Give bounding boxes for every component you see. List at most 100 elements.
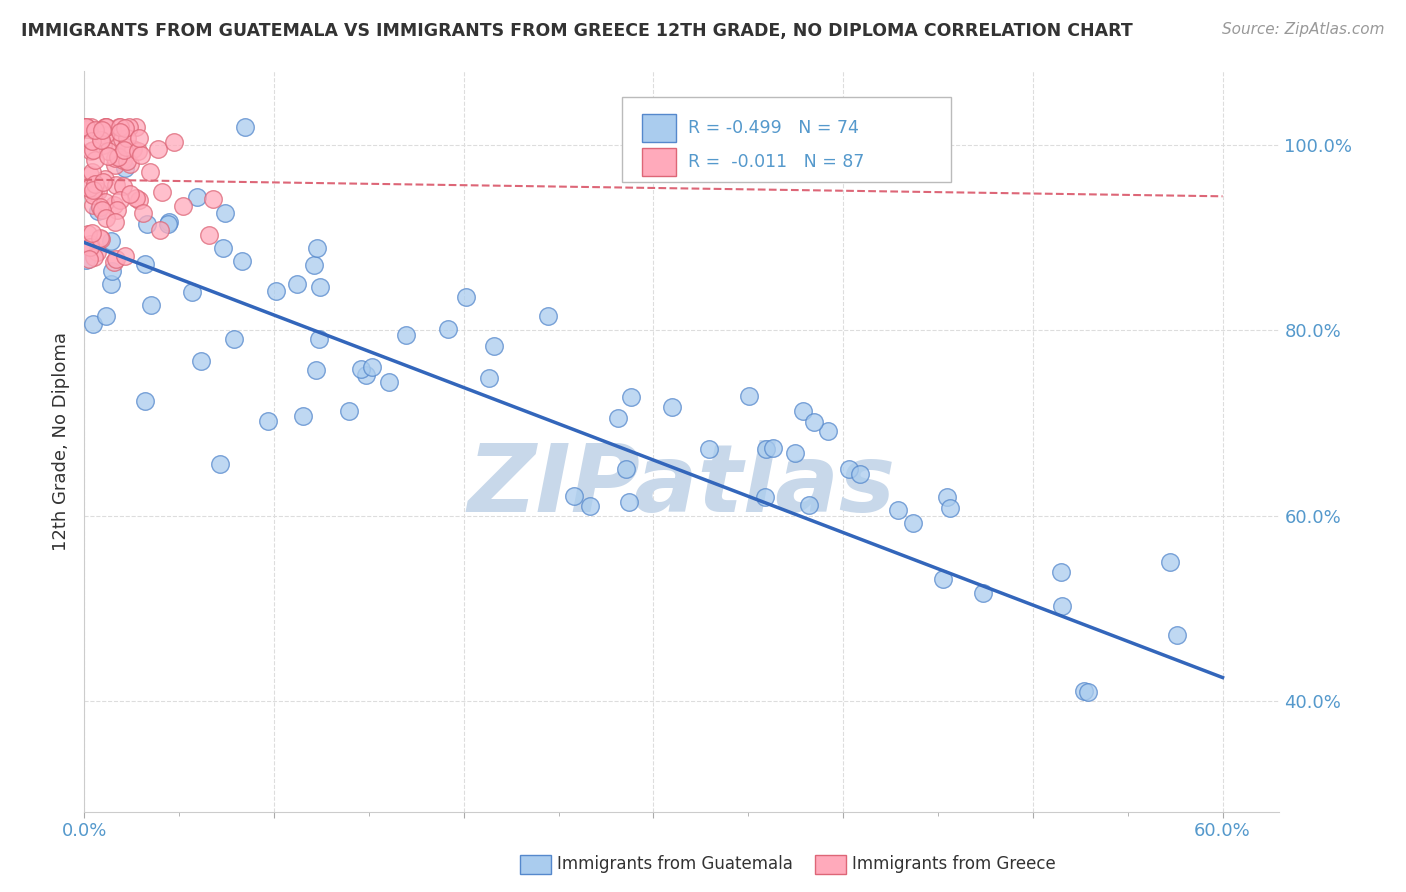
Bar — [643, 114, 676, 142]
Point — [131, 147, 153, 161]
Point — [87, 184, 110, 198]
Point — [97, 149, 120, 163]
Point — [849, 467, 872, 482]
Point — [75, 120, 97, 134]
Point — [817, 424, 839, 438]
Point — [84, 177, 107, 191]
Point — [136, 217, 159, 231]
Point — [100, 234, 122, 248]
Text: R =  -0.011   N = 87: R = -0.011 N = 87 — [688, 153, 865, 170]
Point — [214, 206, 236, 220]
Point — [1077, 685, 1099, 699]
Point — [838, 462, 860, 476]
Point — [212, 241, 235, 255]
Point — [80, 144, 103, 158]
Point — [80, 120, 103, 134]
Point — [108, 150, 131, 164]
Point — [186, 190, 208, 204]
Point — [935, 490, 957, 504]
Point — [91, 138, 114, 153]
Point — [157, 215, 180, 229]
Point — [190, 353, 212, 368]
Point — [84, 124, 107, 138]
Point — [82, 165, 104, 179]
Point — [82, 197, 104, 211]
Point — [105, 252, 128, 267]
Point — [292, 409, 315, 424]
Point — [361, 360, 384, 375]
Point — [377, 376, 399, 390]
Point — [82, 317, 104, 331]
Point — [79, 239, 101, 253]
Text: Immigrants from Greece: Immigrants from Greece — [852, 855, 1056, 873]
Point — [156, 217, 179, 231]
Bar — [643, 147, 676, 176]
Point — [84, 153, 107, 167]
Point — [792, 403, 814, 417]
Point — [90, 232, 112, 246]
FancyBboxPatch shape — [623, 97, 950, 183]
Point — [131, 206, 153, 220]
Point — [128, 131, 150, 145]
Point — [82, 134, 104, 148]
Point — [77, 180, 100, 194]
Point — [82, 183, 104, 197]
Point — [887, 503, 910, 517]
Point — [134, 393, 156, 408]
Point — [755, 442, 778, 456]
Point — [114, 140, 136, 154]
Point — [76, 121, 98, 136]
Text: ZIPatlas: ZIPatlas — [468, 440, 896, 532]
Point — [94, 120, 117, 134]
Point — [93, 120, 115, 134]
Point — [114, 249, 136, 263]
Point — [478, 371, 501, 385]
Point — [697, 442, 720, 456]
Point — [75, 252, 97, 267]
Point — [105, 203, 128, 218]
Point — [799, 498, 821, 512]
Point — [762, 441, 785, 455]
Point — [354, 368, 377, 382]
Point — [86, 204, 108, 219]
Point — [114, 161, 136, 175]
Point — [1159, 555, 1181, 569]
Point — [180, 285, 202, 300]
Point — [104, 158, 127, 172]
Point — [257, 414, 280, 428]
Point — [395, 327, 418, 342]
Point — [139, 165, 162, 179]
Point — [120, 187, 142, 202]
Point — [737, 389, 759, 403]
Point — [614, 461, 637, 475]
Point — [86, 245, 108, 260]
Point — [103, 255, 125, 269]
Point — [134, 256, 156, 270]
Point — [82, 226, 104, 240]
Point — [96, 120, 118, 134]
Point — [91, 123, 114, 137]
Point — [94, 172, 117, 186]
Point — [101, 264, 124, 278]
Point — [108, 120, 131, 134]
Point — [264, 284, 287, 298]
Point — [1073, 684, 1095, 698]
Point — [115, 153, 138, 168]
Point — [1166, 628, 1188, 642]
Point — [89, 230, 111, 244]
Point — [82, 187, 104, 202]
Point — [198, 227, 221, 242]
Point — [932, 572, 955, 586]
Point — [77, 227, 100, 241]
Point — [350, 361, 373, 376]
Point — [128, 194, 150, 208]
Point — [79, 236, 101, 251]
Text: R = -0.499   N = 74: R = -0.499 N = 74 — [688, 120, 859, 137]
Point — [141, 298, 163, 312]
Point — [939, 501, 962, 516]
Point — [107, 150, 129, 164]
Point — [118, 157, 141, 171]
Point — [606, 411, 628, 425]
Point — [619, 495, 641, 509]
Text: IMMIGRANTS FROM GUATEMALA VS IMMIGRANTS FROM GREECE 12TH GRADE, NO DIPLOMA CORRE: IMMIGRANTS FROM GUATEMALA VS IMMIGRANTS … — [21, 22, 1133, 40]
